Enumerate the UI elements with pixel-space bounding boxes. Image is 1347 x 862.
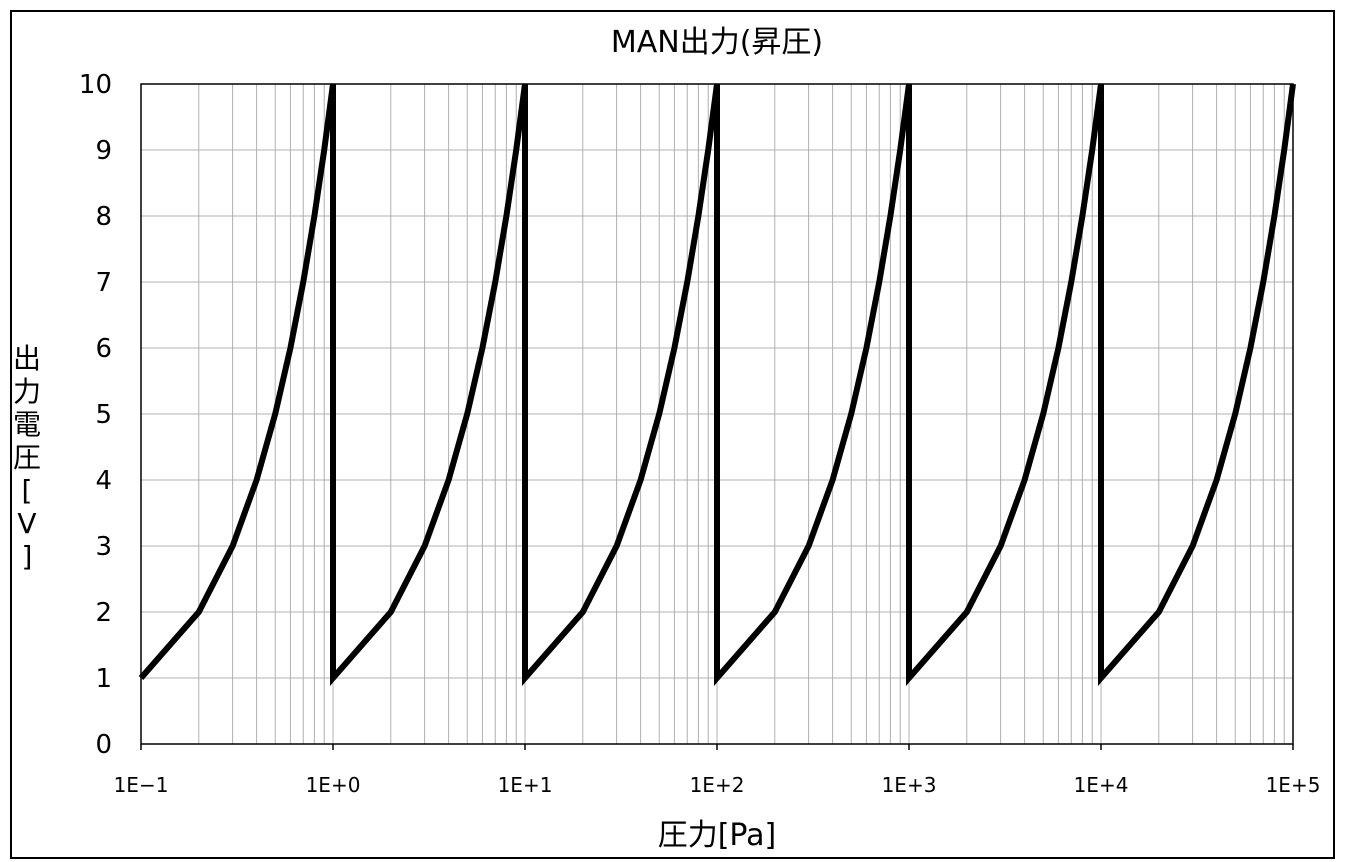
tick-labels: 0 1 2 3 4 5 6 7 8 9 10 1E−1 1E+0 1E+1 1E+2 1E+3 1E+4 1E+5 (79, 70, 1321, 797)
y-tick-label: 7 (95, 268, 112, 298)
y-tick-label: 6 (95, 334, 112, 364)
y-axis-label-char: 力 (13, 375, 41, 408)
x-tick-label: 1E+3 (882, 773, 937, 797)
x-tick-label: 1E−1 (114, 773, 169, 797)
y-axis-label-char: V (17, 507, 36, 540)
y-tick-label: 8 (95, 202, 112, 232)
y-tick-label: 0 (95, 730, 112, 760)
x-tick-label: 1E+5 (1266, 773, 1321, 797)
y-axis-label-char: 出 (13, 342, 41, 375)
y-tick-label: 2 (95, 598, 112, 628)
y-tick-label: 4 (95, 466, 112, 496)
y-tick-label: 1 (95, 664, 112, 694)
y-tick-label: 5 (95, 400, 112, 430)
y-axis-label-char: 圧 (13, 441, 41, 474)
y-tick-label: 10 (79, 70, 112, 100)
x-tick-label: 1E+1 (498, 773, 553, 797)
series-line (138, 83, 1296, 686)
chart-title: MAN出力(昇圧) (611, 25, 823, 60)
y-tick-label: 3 (95, 532, 112, 562)
x-axis-label: 圧力[Pa] (658, 818, 777, 853)
x-tick-label: 1E+2 (690, 773, 745, 797)
y-tick-label: 9 (95, 136, 112, 166)
y-axis-label-char: [ (22, 474, 33, 507)
y-axis-label-char: 電 (13, 408, 41, 441)
chart-frame (10, 10, 1335, 859)
series-layer (138, 83, 1296, 686)
x-tick-label: 1E+0 (306, 773, 361, 797)
y-axis-label-char: ] (22, 540, 33, 573)
x-tick-label: 1E+4 (1074, 773, 1129, 797)
